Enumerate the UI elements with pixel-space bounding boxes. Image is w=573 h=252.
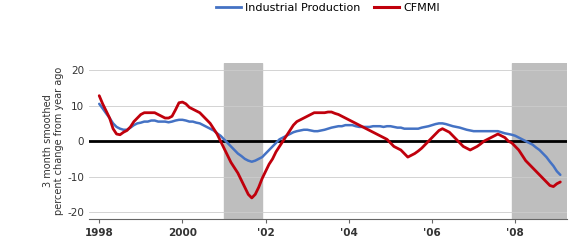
Y-axis label: 3 month smoothed
percent change from year ago: 3 month smoothed percent change from yea… — [43, 67, 64, 215]
Bar — [512, 63, 567, 219]
Bar — [224, 63, 262, 219]
Legend: Industrial Production, CFMMI: Industrial Production, CFMMI — [217, 3, 439, 13]
